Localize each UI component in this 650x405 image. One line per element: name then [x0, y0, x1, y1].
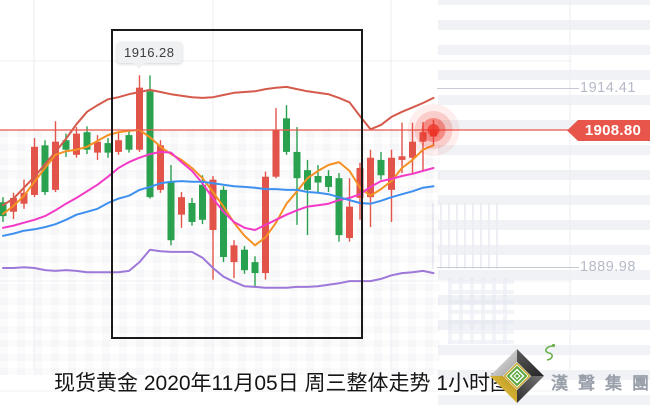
annotation-rectangle: [111, 29, 363, 339]
high-price-value: 1916.28: [124, 45, 175, 60]
bull-candle: [367, 157, 374, 198]
bull-candle: [419, 132, 427, 142]
bull-candle: [230, 245, 238, 263]
bear-candle: [251, 262, 259, 274]
bear-candle: [83, 132, 91, 150]
bull-candle: [346, 206, 353, 239]
bear-candle: [104, 143, 112, 153]
bull-candle: [52, 141, 59, 190]
overlay-lower-band: [2, 248, 435, 289]
chart-caption: 现货黄金 2020年11月05日 周三整体走势 1小时图: [54, 372, 512, 395]
bull-candle: [20, 192, 28, 204]
bear-candle: [314, 175, 322, 183]
grid-lines: [0, 0, 572, 392]
bull-candle: [398, 156, 406, 160]
bull-candle: [388, 157, 395, 190]
bear-candle: [0, 202, 7, 217]
bull-candle: [209, 179, 217, 230]
bear-candle: [377, 159, 385, 176]
brand-diamond-icon: [490, 349, 544, 403]
lower-band-leader-line: [437, 267, 579, 268]
bull-candle: [178, 197, 185, 215]
bear-candle: [325, 175, 332, 187]
brand-name: 漢聲集團: [551, 374, 650, 393]
bear-candle: [283, 118, 290, 152]
bull-candle: [31, 146, 38, 195]
bear-candle: [167, 181, 175, 241]
bull-candle: [157, 145, 164, 190]
lower-band-price-label: 1889.98: [580, 259, 636, 275]
upper-band-leader-line: [437, 88, 579, 89]
bear-candle: [146, 91, 154, 198]
bull-candle: [272, 130, 280, 177]
bear-candle: [199, 184, 206, 220]
bear-candle: [188, 202, 196, 222]
bull-candle: [94, 141, 101, 153]
current-price-tag: 1908.80: [567, 120, 650, 141]
bull-candle: [73, 133, 80, 155]
bear-candle: [304, 170, 311, 190]
bear-candle: [220, 189, 227, 258]
bear-candle: [241, 249, 248, 271]
price-pulse-glow: [407, 104, 460, 156]
high-price-tooltip: 1916.28: [117, 42, 182, 69]
bear-candle: [293, 151, 301, 179]
upper-band-price-label: 1914.41: [580, 80, 636, 96]
bear-candle: [62, 140, 70, 150]
bear-candle: [125, 135, 133, 150]
brand-sparkle-icon: [545, 343, 556, 361]
bull-candle: [136, 87, 143, 150]
bear-candle: [335, 178, 343, 236]
bull-candle: [115, 140, 122, 152]
bull-candle: [356, 167, 364, 198]
candlesticks: [0, 75, 437, 288]
bull-candle: [409, 141, 416, 158]
